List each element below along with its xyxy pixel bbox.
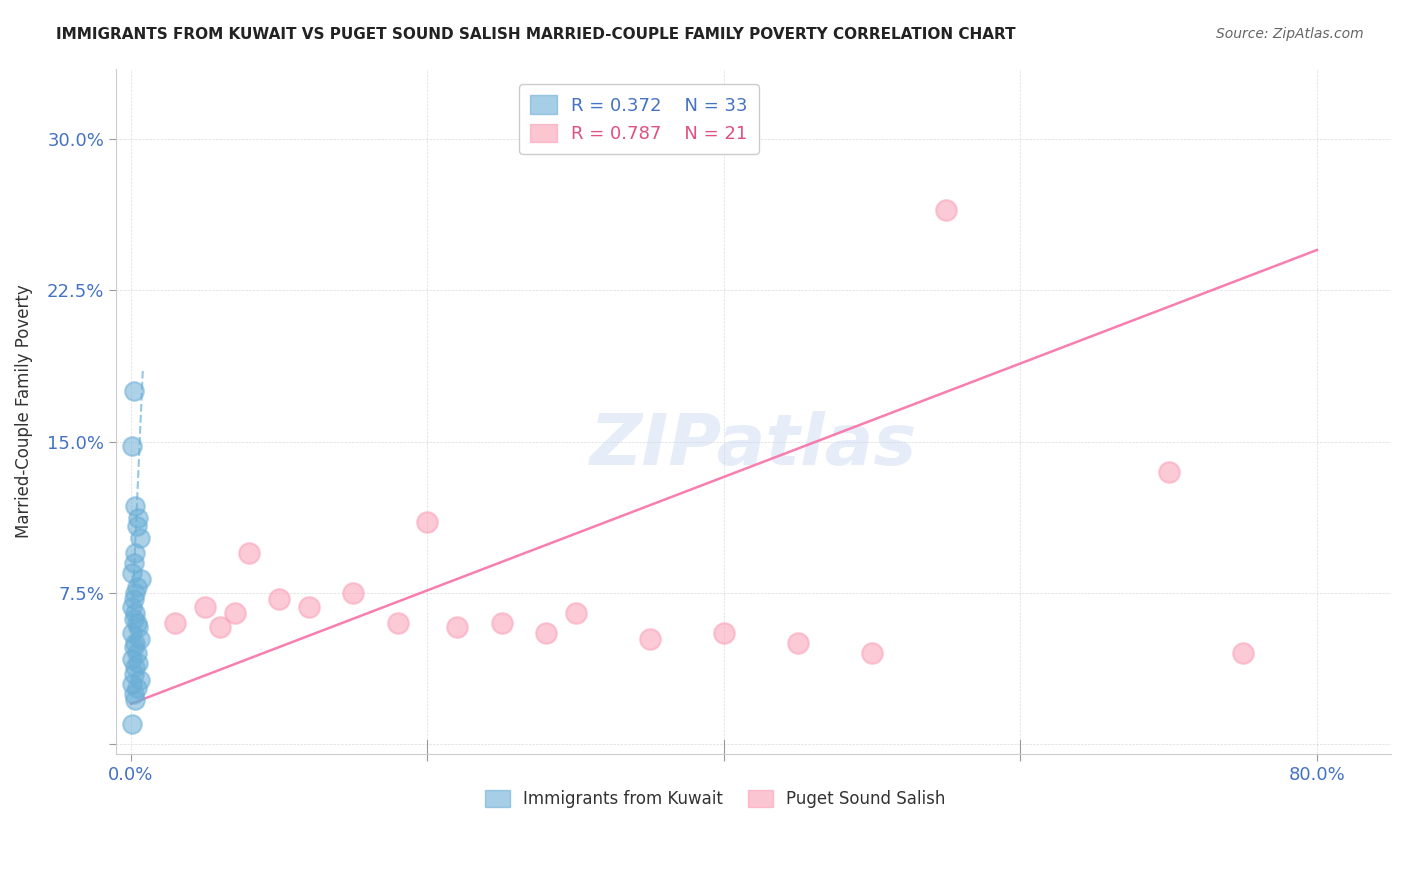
Point: [446, 620, 468, 634]
Point: [238, 545, 260, 559]
Point: [122, 687, 145, 701]
Point: [122, 556, 145, 570]
Text: IMMIGRANTS FROM KUWAIT VS PUGET SOUND SALISH MARRIED-COUPLE FAMILY POVERTY CORRE: IMMIGRANTS FROM KUWAIT VS PUGET SOUND SA…: [56, 27, 1017, 42]
Point: [121, 652, 143, 666]
Point: [128, 673, 150, 687]
Point: [787, 636, 810, 650]
Point: [122, 612, 145, 626]
Point: [124, 586, 146, 600]
Point: [298, 599, 321, 614]
Point: [122, 640, 145, 655]
Point: [125, 681, 148, 695]
Point: [127, 620, 149, 634]
Point: [491, 616, 513, 631]
Point: [224, 606, 246, 620]
Point: [128, 532, 150, 546]
Point: [121, 599, 143, 614]
Point: [124, 606, 146, 620]
Point: [269, 591, 291, 606]
Point: [122, 384, 145, 399]
Point: [127, 511, 149, 525]
Point: [121, 439, 143, 453]
Point: [124, 692, 146, 706]
Point: [121, 566, 143, 580]
Text: Source: ZipAtlas.com: Source: ZipAtlas.com: [1216, 27, 1364, 41]
Point: [121, 717, 143, 731]
Point: [534, 626, 557, 640]
Point: [122, 591, 145, 606]
Point: [125, 519, 148, 533]
Point: [713, 626, 735, 640]
Point: [124, 636, 146, 650]
Point: [935, 202, 957, 217]
Point: [860, 646, 883, 660]
Point: [128, 632, 150, 647]
Point: [121, 676, 143, 690]
Point: [125, 646, 148, 660]
Y-axis label: Married-Couple Family Poverty: Married-Couple Family Poverty: [15, 285, 32, 538]
Point: [638, 632, 661, 647]
Point: [564, 606, 586, 620]
Point: [1157, 465, 1180, 479]
Legend: Immigrants from Kuwait, Puget Sound Salish: Immigrants from Kuwait, Puget Sound Sali…: [478, 783, 952, 814]
Point: [194, 599, 217, 614]
Point: [125, 616, 148, 631]
Point: [124, 660, 146, 674]
Point: [342, 586, 364, 600]
Point: [124, 499, 146, 513]
Point: [125, 580, 148, 594]
Text: ZIPatlas: ZIPatlas: [591, 411, 917, 480]
Point: [122, 666, 145, 681]
Point: [121, 626, 143, 640]
Point: [387, 616, 409, 631]
Point: [416, 516, 439, 530]
Point: [124, 545, 146, 559]
Point: [1232, 646, 1254, 660]
Point: [129, 572, 152, 586]
Point: [165, 616, 187, 631]
Point: [127, 657, 149, 671]
Point: [208, 620, 231, 634]
